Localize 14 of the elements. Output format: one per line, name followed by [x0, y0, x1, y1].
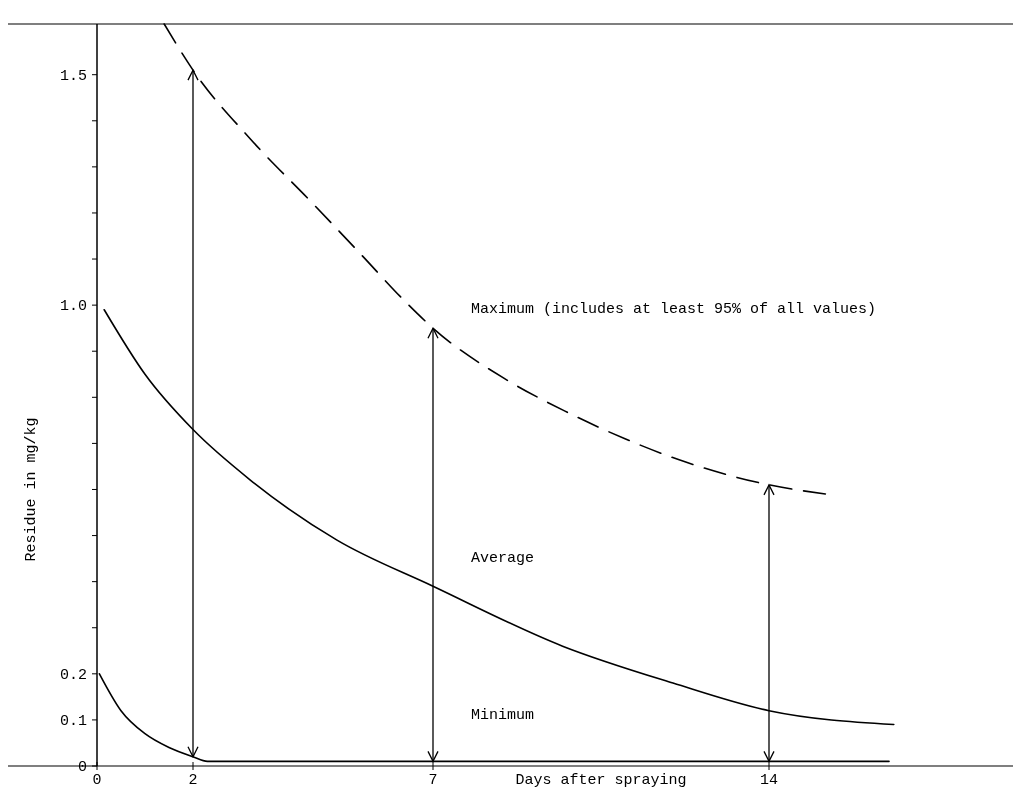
y-tick-label: 0.1 [59, 713, 87, 731]
y-tick-label: 0.2 [59, 667, 87, 685]
x-axis-title: Days after spraying [515, 772, 687, 789]
text: Minimum [470, 707, 534, 725]
y-axis-title: Residue in mg/kg [23, 417, 40, 562]
y-tick-label: 1.5 [59, 67, 87, 85]
x-tick-label: 14 [759, 772, 779, 789]
x-tick-label: 0 [92, 772, 102, 789]
text: 1.0 [59, 298, 87, 316]
text: Average [470, 549, 534, 567]
x-tick-label: 7 [428, 772, 438, 789]
text: Maximum (includes at least 95% of all values) [470, 300, 876, 318]
y-tick-label: 0 [77, 759, 87, 777]
x-tick-label: 2 [188, 772, 198, 789]
